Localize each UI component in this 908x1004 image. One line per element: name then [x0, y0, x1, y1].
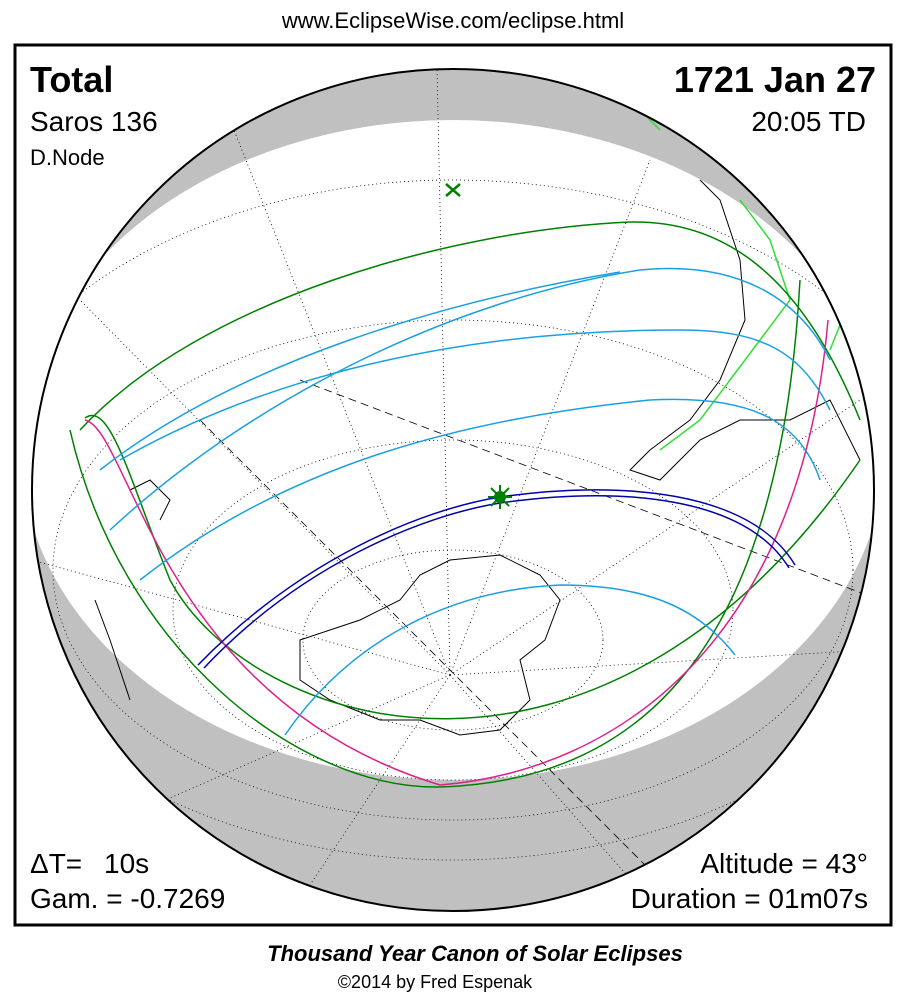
altitude: Altitude = 43°: [700, 848, 868, 879]
greatest-eclipse: [488, 485, 512, 509]
delta-t: 10s: [104, 848, 149, 879]
url: www.EclipseWise.com/eclipse.html: [281, 8, 624, 33]
copyright: ©2014 by Fred Espenak: [338, 972, 533, 992]
gamma: Gam. = -0.7269: [30, 883, 225, 914]
delta-t-label: ΔT=: [30, 848, 82, 879]
coastlines: [94, 179, 861, 736]
node: D.Node: [30, 145, 105, 170]
pole-mark: [445, 183, 461, 197]
saros: Saros 136: [30, 106, 158, 137]
footer-title: Thousand Year Canon of Solar Eclipses: [267, 941, 683, 966]
graticule: [32, 69, 874, 911]
globe: [32, 69, 874, 911]
date: 1721 Jan 27: [674, 59, 876, 100]
eclipse-type: Total: [30, 59, 113, 100]
time: 20:05 TD: [751, 106, 866, 137]
duration: Duration = 01m07s: [631, 883, 868, 914]
